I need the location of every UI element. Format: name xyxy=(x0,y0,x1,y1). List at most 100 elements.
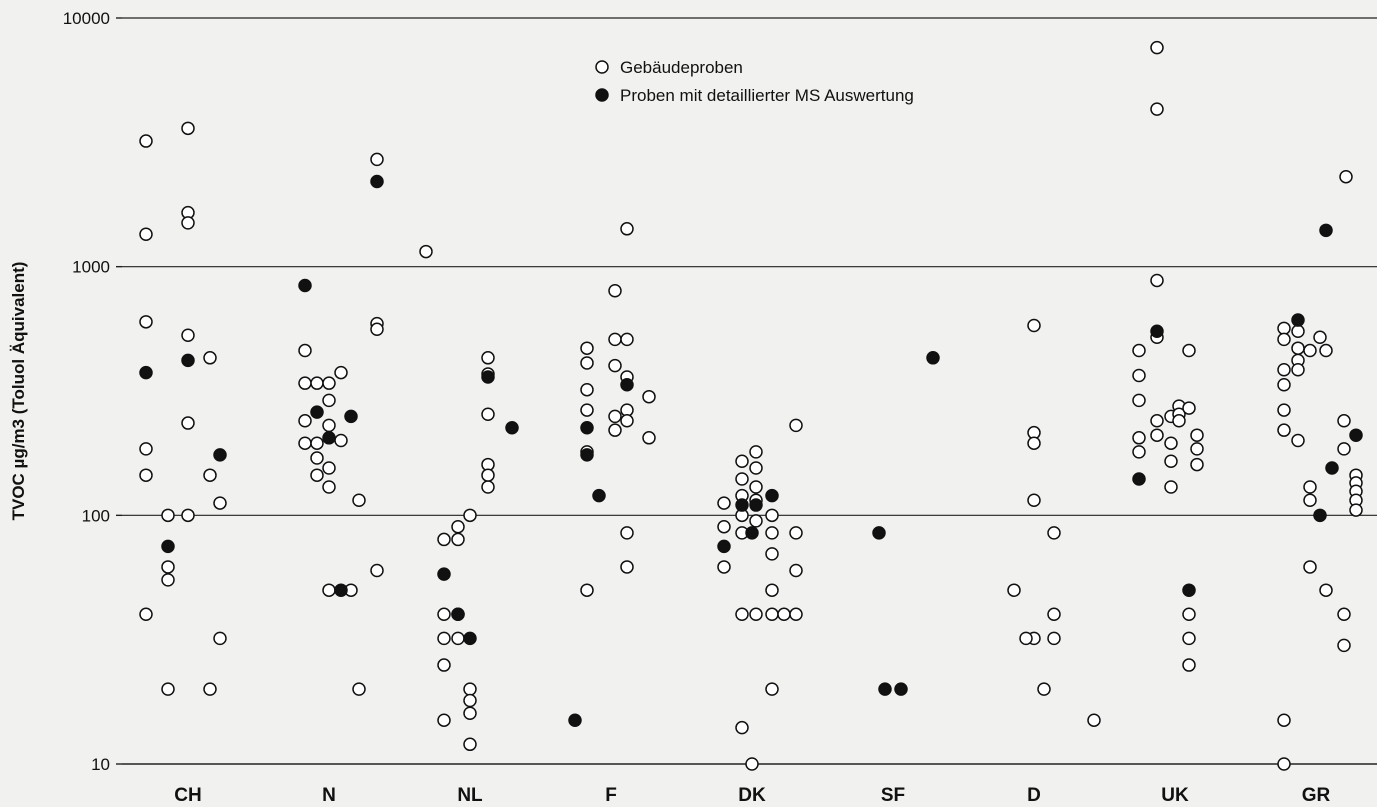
data-point-building-sample xyxy=(608,358,622,373)
data-point-building-sample xyxy=(642,389,656,404)
x-category-label: UK xyxy=(1161,785,1189,806)
data-point-building-sample xyxy=(749,514,763,528)
data-point-building-sample xyxy=(463,737,477,752)
data-point-building-sample xyxy=(1277,378,1291,392)
data-point-building-sample xyxy=(749,445,763,459)
data-point-detailed-ms xyxy=(1325,461,1339,475)
data-point-detailed-ms xyxy=(894,682,908,696)
data-point-building-sample xyxy=(181,416,195,430)
x-category-label: N xyxy=(322,785,336,806)
y-tick-label: 100 xyxy=(82,506,110,525)
data-point-building-sample xyxy=(1277,713,1291,727)
data-point-detailed-ms xyxy=(451,607,465,622)
data-point-building-sample xyxy=(139,134,153,148)
data-point-building-sample xyxy=(1150,273,1164,288)
data-point-building-sample xyxy=(352,682,366,696)
data-point-building-sample xyxy=(735,472,749,486)
data-point-building-sample xyxy=(1337,638,1351,653)
data-point-building-sample xyxy=(1291,341,1305,355)
data-point-building-sample xyxy=(181,508,195,523)
data-point-detailed-ms xyxy=(1319,223,1333,238)
data-point-detailed-ms xyxy=(1349,428,1363,442)
data-point-building-sample xyxy=(1291,324,1305,338)
data-point-building-sample xyxy=(789,607,803,622)
data-point-detailed-ms xyxy=(717,539,731,554)
data-point-detailed-ms xyxy=(1132,472,1146,486)
data-points xyxy=(139,40,1363,771)
data-point-building-sample xyxy=(608,332,622,347)
data-point-building-sample xyxy=(322,418,336,433)
data-point-building-sample xyxy=(1132,393,1146,408)
data-point-detailed-ms xyxy=(481,370,495,384)
data-point-building-sample xyxy=(1303,343,1317,358)
data-point-building-sample xyxy=(1190,442,1204,456)
data-point-detailed-ms xyxy=(370,174,384,189)
data-point-building-sample xyxy=(437,658,451,672)
data-point-detailed-ms xyxy=(213,448,227,462)
x-category-label: CH xyxy=(174,785,201,806)
data-point-building-sample xyxy=(745,757,759,771)
data-point-building-sample xyxy=(777,607,791,622)
data-point-detailed-ms xyxy=(505,421,519,435)
data-point-building-sample xyxy=(322,376,336,390)
data-point-building-sample xyxy=(139,315,153,329)
legend-marker-open xyxy=(595,60,609,74)
data-point-detailed-ms xyxy=(161,539,175,554)
data-point-building-sample xyxy=(352,493,366,507)
data-point-building-sample xyxy=(765,682,779,696)
data-point-building-sample xyxy=(1337,414,1351,428)
data-point-building-sample xyxy=(161,560,175,574)
data-point-building-sample xyxy=(1150,428,1164,442)
data-point-building-sample xyxy=(1277,423,1291,437)
data-point-building-sample xyxy=(749,607,763,622)
data-point-building-sample xyxy=(1132,431,1146,445)
data-point-building-sample xyxy=(1019,631,1033,646)
data-point-building-sample xyxy=(1349,503,1363,517)
data-point-detailed-ms xyxy=(139,365,153,380)
data-point-building-sample xyxy=(451,519,465,534)
x-category-label: NL xyxy=(457,785,483,806)
data-point-detailed-ms xyxy=(344,409,358,424)
data-point-building-sample xyxy=(463,682,477,696)
data-point-building-sample xyxy=(419,244,433,259)
data-point-building-sample xyxy=(765,583,779,597)
data-point-building-sample xyxy=(620,560,634,574)
data-point-building-sample xyxy=(735,720,749,735)
data-point-building-sample xyxy=(765,508,779,523)
data-point-building-sample xyxy=(1027,436,1041,450)
data-point-detailed-ms xyxy=(1182,583,1196,597)
data-point-building-sample xyxy=(580,356,594,370)
data-point-building-sample xyxy=(620,222,634,236)
data-point-detailed-ms xyxy=(181,353,195,368)
data-point-detailed-ms xyxy=(298,278,312,293)
data-point-building-sample xyxy=(1047,607,1061,622)
data-point-building-sample xyxy=(437,607,451,622)
data-point-building-sample xyxy=(481,480,495,494)
data-point-building-sample xyxy=(203,351,217,365)
data-point-building-sample xyxy=(1337,442,1351,456)
data-point-building-sample xyxy=(139,607,153,622)
data-point-building-sample xyxy=(717,519,731,534)
data-point-detailed-ms xyxy=(310,405,324,419)
data-point-detailed-ms xyxy=(592,488,606,503)
data-point-building-sample xyxy=(749,461,763,475)
data-point-building-sample xyxy=(1303,480,1317,494)
data-point-building-sample xyxy=(310,436,324,450)
data-point-detailed-ms xyxy=(463,631,477,646)
data-point-building-sample xyxy=(1277,403,1291,417)
data-point-building-sample xyxy=(608,409,622,424)
data-point-building-sample xyxy=(1182,401,1196,415)
data-point-detailed-ms xyxy=(926,351,940,365)
data-point-detailed-ms xyxy=(1313,508,1327,523)
x-category-label: GR xyxy=(1302,785,1331,806)
data-point-building-sample xyxy=(463,706,477,720)
data-point-detailed-ms xyxy=(580,448,594,462)
data-point-building-sample xyxy=(437,532,451,547)
data-point-building-sample xyxy=(322,461,336,475)
data-point-building-sample xyxy=(334,433,348,448)
data-point-building-sample xyxy=(1047,631,1061,646)
data-point-building-sample xyxy=(1277,321,1291,336)
data-point-building-sample xyxy=(1190,428,1204,442)
data-point-building-sample xyxy=(1037,682,1051,696)
